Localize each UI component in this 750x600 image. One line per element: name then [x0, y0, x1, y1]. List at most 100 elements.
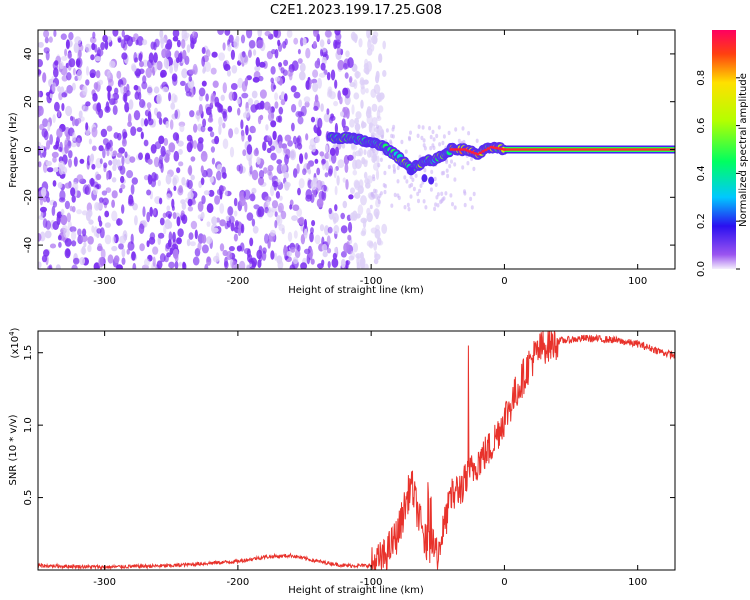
- heatmap-noise-cell: [220, 108, 228, 115]
- heatmap-band-core: [504, 148, 675, 151]
- heatmap-noise-cell: [278, 106, 284, 115]
- heatmap-noise-cell: [366, 212, 373, 223]
- heatmap-noise-cell: [409, 130, 412, 135]
- heatmap-noise-cell: [141, 81, 148, 90]
- heatmap-noise-cell: [160, 38, 164, 49]
- heatmap-noise-cell: [132, 203, 138, 211]
- heatmap-y-tick-label: -20: [23, 189, 34, 205]
- heatmap-noise-cell: [445, 168, 449, 173]
- heatmap-noise-cell: [274, 101, 279, 109]
- heatmap-noise-cell: [218, 124, 222, 136]
- heatmap-noise-cell: [445, 159, 449, 165]
- heatmap-noise-cell: [317, 77, 322, 89]
- heatmap-noise-cell: [51, 205, 56, 216]
- heatmap-noise-cell: [73, 257, 80, 265]
- heatmap-noise-cell: [296, 137, 300, 144]
- heatmap-noise-cell: [58, 241, 62, 248]
- heatmap-noise-cell: [463, 202, 467, 208]
- heatmap-noise-cell: [453, 162, 457, 167]
- heatmap-noise-cell: [380, 134, 384, 139]
- heatmap-noise-cell: [182, 261, 186, 268]
- heatmap-noise-cell: [92, 31, 96, 39]
- heatmap-y-tick-label: 0: [23, 146, 34, 152]
- heatmap-noise-cell: [154, 173, 159, 181]
- heatmap-noise-cell: [135, 39, 139, 46]
- heatmap-noise-cell: [94, 56, 102, 62]
- heatmap-noise-cell: [194, 229, 198, 240]
- heatmap-noise-cell: [181, 176, 186, 186]
- heatmap-noise-cell: [313, 105, 319, 111]
- heatmap-noise-cell: [360, 86, 366, 95]
- heatmap-noise-cell: [116, 152, 123, 158]
- heatmap-noise-cell: [302, 37, 307, 46]
- heatmap-noise-cell: [158, 117, 163, 125]
- heatmap-noise-cell: [121, 248, 126, 258]
- heatmap-noise-cell: [181, 68, 188, 79]
- heatmap-noise-cell: [217, 30, 224, 35]
- heatmap-noise-cell: [119, 188, 123, 194]
- heatmap-noise-cell: [367, 39, 372, 50]
- heatmap-noise-cell: [49, 93, 53, 99]
- heatmap-noise-cell: [131, 177, 138, 185]
- snr-frame: [37, 330, 676, 571]
- heatmap-noise-cell: [379, 157, 383, 162]
- heatmap-noise-cell: [229, 146, 235, 158]
- heatmap-noise-cell: [82, 85, 88, 96]
- heatmap-noise-cell: [340, 212, 346, 220]
- heatmap-noise-cell: [114, 87, 119, 95]
- heatmap-noise-cell: [361, 159, 369, 165]
- heatmap-noise-cell: [238, 260, 246, 269]
- heatmap-noise-cell: [230, 49, 235, 60]
- heatmap-noise-cell: [266, 199, 271, 206]
- heatmap-noise-cell: [83, 241, 87, 248]
- heatmap-noise-cell: [293, 230, 298, 239]
- heatmap-noise-cell: [350, 187, 355, 194]
- heatmap-noise-cell: [363, 149, 367, 156]
- heatmap-noise-cell: [123, 86, 127, 93]
- heatmap-noise-cell: [139, 243, 145, 252]
- heatmap-noise-cell: [344, 163, 349, 174]
- heatmap-noise-cell: [54, 60, 59, 66]
- heatmap-noise-cell: [280, 163, 287, 173]
- heatmap-signal-track: [326, 131, 675, 185]
- snr-x-tick-label: -200: [227, 577, 250, 588]
- heatmap-noise-cell: [111, 177, 117, 183]
- heatmap-noise-cell: [104, 210, 110, 218]
- heatmap-noise-cell: [153, 156, 160, 168]
- heatmap-noise-cell: [257, 259, 262, 269]
- heatmap-noise-cell: [247, 134, 252, 142]
- heatmap-noise-cell: [57, 86, 62, 92]
- heatmap-noise-cell: [119, 235, 127, 244]
- heatmap-noise-cell: [41, 187, 47, 198]
- heatmap-noise-cell: [475, 138, 479, 143]
- heatmap-noise-cell: [280, 99, 286, 106]
- heatmap-noise-cell: [231, 260, 238, 269]
- heatmap-noise-cell: [74, 186, 78, 198]
- heatmap-noise-cell: [243, 248, 251, 255]
- heatmap-noise-cell: [372, 148, 376, 154]
- heatmap-noise-cell: [435, 133, 439, 139]
- heatmap-noise-cell: [182, 49, 187, 60]
- heatmap-noise-cell: [170, 102, 176, 110]
- heatmap-noise-cell: [143, 174, 149, 181]
- heatmap-noise-cell: [337, 59, 345, 71]
- heatmap-noise-cell: [280, 91, 286, 101]
- heatmap-noise-cell: [270, 66, 276, 75]
- heatmap-noise-cell: [372, 31, 379, 38]
- heatmap-noise-cell: [218, 116, 223, 127]
- heatmap-noise-cell: [356, 255, 360, 267]
- heatmap-noise-cell: [133, 84, 139, 91]
- heatmap-noise-cell: [264, 101, 271, 111]
- heatmap-noise-cell: [345, 260, 349, 269]
- heatmap-noise-cell: [38, 69, 42, 75]
- heatmap-noise-cell: [257, 30, 262, 38]
- heatmap-noise-cell: [351, 104, 355, 115]
- heatmap-noise-cell: [70, 141, 78, 148]
- heatmap-noise-cell: [131, 65, 137, 72]
- heatmap-noise-cell: [206, 256, 212, 266]
- heatmap-noise-cell: [334, 122, 338, 134]
- heatmap-noise-cell: [46, 196, 50, 203]
- heatmap-noise-cell: [97, 243, 103, 251]
- heatmap-noise-cell: [304, 218, 307, 229]
